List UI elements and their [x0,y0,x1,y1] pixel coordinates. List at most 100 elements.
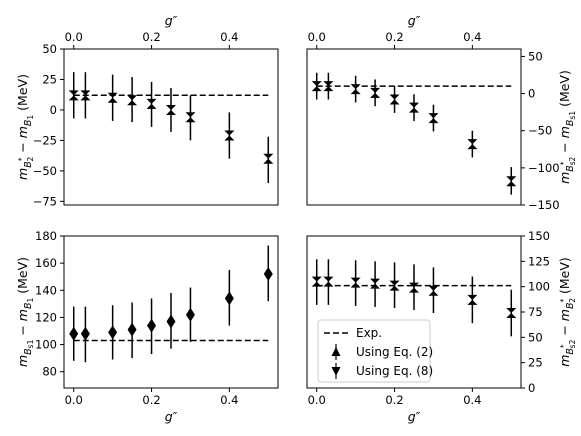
data-point [506,176,517,187]
x-tick-label: 0.0 [308,30,326,44]
ylabel-base-0: B [23,161,34,168]
y-axis-label: mB*2 − mB1 (MeV) [15,74,35,180]
data-point [127,95,138,106]
ylabel-m-0: m [557,172,572,184]
panel-frame [63,235,279,389]
y-axis-label: mB*s2 − mB*2 (MeV) [557,257,577,367]
data-point [127,322,137,337]
ylabel-sup-0: * [559,161,568,165]
data-point [467,139,478,150]
ylabel-sup-0: * [17,157,26,161]
y-tick-label: 50 [42,42,57,56]
data-point [68,90,79,101]
data-point [166,314,176,329]
y-tick-label: 0 [528,87,535,101]
data-point [146,98,157,109]
panel-frame [63,48,279,206]
x-axis-label: g″ [408,13,421,28]
ylabel-base-1: B [565,120,576,127]
ylabel-base-0: B [565,348,576,355]
y-tick-label: 80 [42,365,57,379]
data-point [428,285,439,296]
panel-frame [306,48,522,206]
y-tick-label: 120 [35,310,57,324]
ylabel-m-0: m [15,355,30,367]
data-point [323,276,334,287]
data-point [389,94,400,105]
y-tick-label: −75 [33,194,57,208]
ylabel-m-0: m [15,168,30,180]
y-tick-label: 50 [528,49,543,63]
data-point [80,326,90,341]
ylabel-sub-1: 2 [568,298,577,303]
data-point [323,81,334,92]
data-point [409,282,419,293]
data-point [224,291,234,306]
y-tick-label: 25 [528,356,543,370]
ylabel-minus: − [15,321,30,339]
ylabel-m-1: m [557,309,572,321]
x-tick-label: 0.2 [385,30,403,44]
ylabel-unit: (MeV) [15,257,30,298]
y-axis-label: mB*s2 − mBs1 (MeV) [557,70,577,184]
data-point [389,280,400,291]
data-point [370,278,381,289]
data-point [263,267,273,281]
x-tick-label: 0.4 [463,30,481,44]
y-tick-label: 0 [50,103,57,117]
data-point [409,102,419,113]
ylabel-sub-0: s2 [568,156,577,165]
y-tick-label: 100 [528,280,550,294]
legend: Exp. Using Eq. (2) Using Eq. (8) [317,319,433,383]
ylabel-m-1: m [15,126,30,138]
ylabel-sub-1: 1 [26,298,35,303]
ylabel-unit: (MeV) [557,70,572,111]
legend-box [317,319,431,383]
panel-p2: 0.0 0.2 0.4 g″ −150 −100 −50 0 50 mB*s2 − mBs1 (M… [306,13,577,212]
y-tick-label: 140 [35,283,57,297]
panel-p4: 0.0 0.2 0.4 g″ 0 25 50 75 100 125 150 mB*s2 − mB*2 … [306,229,577,424]
x-tick-label: 0.4 [220,393,238,407]
ylabel-minus: − [557,138,572,156]
y-tick-label: 25 [42,72,57,86]
ylabel-minus: − [15,138,30,156]
ylabel-base-1: B [565,303,576,310]
data-point [428,113,439,124]
ylabel-sup-1: * [559,299,568,303]
y-tick-label: 180 [35,229,57,243]
x-tick-label: 0.2 [142,30,160,44]
data-point [350,277,361,288]
data-point [147,318,157,333]
data-point [311,81,322,92]
data-point [311,276,322,287]
y-tick-label: −100 [528,161,560,175]
ylabel-base-1: B [23,303,34,310]
ylabel-unit: (MeV) [15,74,30,115]
data-point [166,104,176,115]
ylabel-sub-1: s1 [568,111,577,120]
data-point [263,153,274,164]
y-tick-label: −50 [528,124,552,138]
data-point [80,90,91,101]
data-point [69,326,79,341]
y-tick-label: −25 [33,133,57,147]
data-point [350,84,361,95]
data-point [370,87,381,98]
ylabel-sup-0: * [559,344,568,348]
data-point [108,325,118,340]
y-tick-label: 50 [528,330,543,344]
legend-label: Using Eq. (2) [356,345,433,359]
data-point [107,92,118,103]
y-tick-label: 125 [528,254,550,268]
ylabel-minus: − [557,321,572,339]
y-tick-label: −150 [528,198,560,212]
ylabel-sub-0: s1 [26,339,35,348]
ylabel-base-0: B [565,165,576,172]
ylabel-base-0: B [23,348,34,355]
ylabel-sub-1: 1 [26,115,35,120]
y-tick-label: 0 [528,381,535,395]
y-tick-label: −50 [33,164,57,178]
data-point [467,294,478,305]
